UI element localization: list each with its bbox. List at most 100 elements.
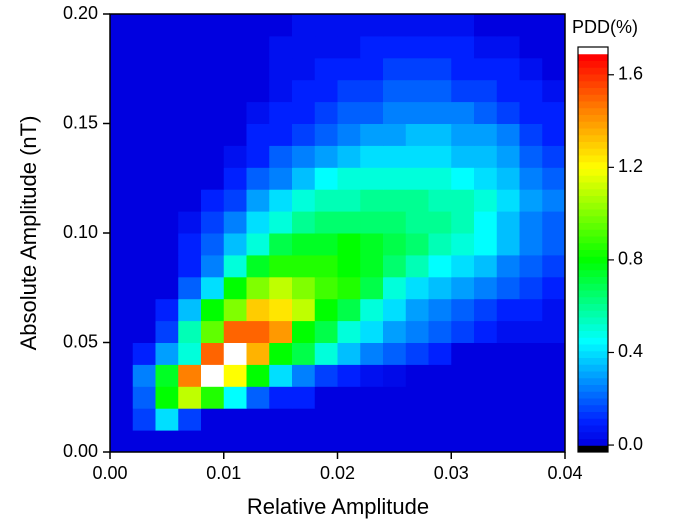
colorbar-frame <box>577 46 609 453</box>
heat-cell <box>314 233 338 256</box>
colorbar-tick-label: 0.4 <box>618 341 643 361</box>
heat-cell <box>383 233 407 256</box>
heat-cell <box>474 364 498 387</box>
heat-cell <box>542 145 566 168</box>
heat-cell <box>269 123 293 146</box>
heat-cell <box>519 320 543 343</box>
colorbar-segment <box>578 398 608 406</box>
heat-cell <box>519 167 543 190</box>
heat-cell <box>223 123 247 146</box>
heat-cell <box>155 408 179 431</box>
heat-cell <box>246 189 270 212</box>
heat-cell <box>314 14 338 37</box>
heat-cell <box>246 145 270 168</box>
heat-cell <box>360 298 384 322</box>
heat-cell <box>110 430 134 453</box>
colorbar-segment <box>578 107 608 115</box>
heat-cell <box>201 386 225 409</box>
heat-cell <box>132 101 156 124</box>
heat-cell <box>360 123 384 146</box>
colorbar-segment <box>578 445 608 453</box>
heat-cell <box>269 14 293 37</box>
heat-cell <box>451 211 475 234</box>
heat-cell <box>292 320 316 343</box>
heat-cell <box>542 254 566 278</box>
colorbar-segment <box>578 418 608 426</box>
colorbar-segment <box>578 74 608 82</box>
heat-cell <box>246 430 270 453</box>
heat-cell <box>474 386 498 409</box>
heat-cell <box>155 364 179 387</box>
heat-cell <box>223 57 247 81</box>
colorbar-segment <box>578 222 608 230</box>
heat-cell <box>246 79 270 103</box>
heat-cell <box>292 79 316 103</box>
heat-cell <box>178 123 202 146</box>
heat-cell <box>383 79 407 103</box>
heat-cell <box>201 57 225 81</box>
heat-cell <box>246 298 270 322</box>
y-tick-label: 0.15 <box>63 112 98 132</box>
heat-cell <box>223 211 247 234</box>
heat-cell <box>474 14 498 37</box>
heat-cell <box>269 233 293 256</box>
heat-cell <box>383 254 407 278</box>
colorbar-segment <box>578 263 608 271</box>
heat-cell <box>110 364 134 387</box>
heat-cell <box>110 145 134 168</box>
colorbar-segment <box>578 141 608 149</box>
heat-cell <box>428 79 452 103</box>
heat-cell <box>405 364 429 387</box>
heat-cell <box>428 408 452 431</box>
colorbar-segment <box>578 290 608 298</box>
colorbar-segment <box>578 134 608 142</box>
heat-cell <box>405 342 429 365</box>
heat-cell <box>178 430 202 453</box>
heat-cell <box>428 276 452 300</box>
heat-cell <box>337 254 361 278</box>
heat-cell <box>451 408 475 431</box>
heat-cell <box>337 233 361 256</box>
colorbar-segment <box>578 114 608 122</box>
x-axis-title: Relative Amplitude <box>247 494 429 519</box>
heat-cell <box>405 233 429 256</box>
heat-cell <box>201 145 225 168</box>
heat-cell <box>292 276 316 300</box>
colorbar-tick-label: 0.8 <box>618 249 643 269</box>
heat-cell <box>496 57 520 81</box>
heat-cell <box>223 254 247 278</box>
y-tick-label: 0.05 <box>63 331 98 351</box>
y-tick-label: 0.00 <box>63 441 98 461</box>
heat-cell <box>269 408 293 431</box>
heat-cell <box>496 320 520 343</box>
heat-cell <box>405 57 429 81</box>
heat-cell <box>519 254 543 278</box>
colorbar-segment <box>578 67 608 75</box>
heat-cell <box>519 101 543 124</box>
heat-cell <box>223 79 247 103</box>
heat-cell <box>405 276 429 300</box>
colorbar-segment <box>578 87 608 95</box>
heat-cell <box>246 57 270 81</box>
colorbar-tick-label: 0.0 <box>618 434 643 454</box>
heat-cell <box>428 342 452 365</box>
heat-cell <box>496 167 520 190</box>
heat-cell <box>542 14 566 37</box>
heat-cell <box>155 101 179 124</box>
heat-cell <box>110 189 134 212</box>
heat-cell <box>314 408 338 431</box>
heat-cell <box>269 254 293 278</box>
heat-cell <box>542 101 566 124</box>
heat-cell <box>178 233 202 256</box>
heat-cell <box>360 101 384 124</box>
heat-cell <box>451 101 475 124</box>
y-tick-label: 0.20 <box>63 3 98 23</box>
heat-cell <box>155 189 179 212</box>
colorbar-segment <box>578 283 608 291</box>
heat-cell <box>292 57 316 81</box>
colorbar-segment <box>578 350 608 358</box>
heat-cell <box>496 430 520 453</box>
heat-cell <box>292 14 316 37</box>
heat-cell <box>451 254 475 278</box>
heat-cell <box>474 189 498 212</box>
